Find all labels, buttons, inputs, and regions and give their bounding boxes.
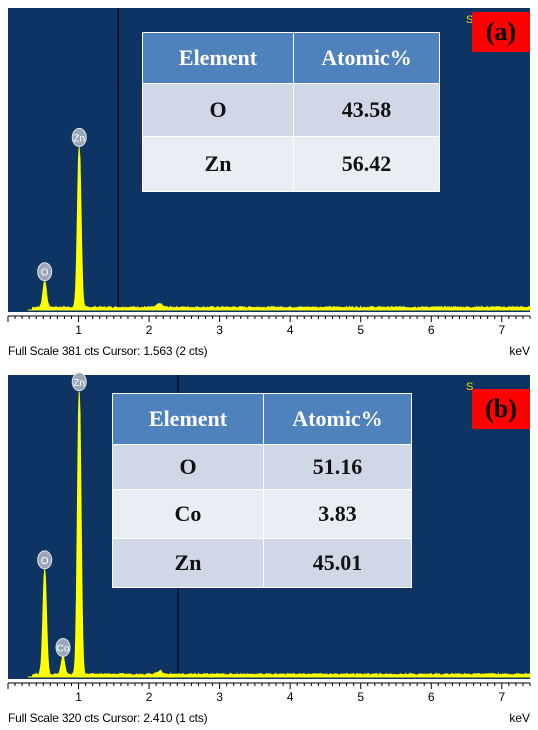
peak-label-o: O (37, 550, 53, 570)
x-tick-label: 7 (498, 690, 505, 704)
element-cell: O (112, 444, 264, 490)
atomic-cell: 51.16 (263, 444, 412, 490)
x-tick-label: 1 (75, 690, 82, 704)
composition-table-a: Element Atomic% O 43.58 Zn 56.42 (142, 32, 440, 192)
table-row: Zn 45.01 (112, 538, 412, 588)
panel-label-a: (a) (472, 12, 530, 52)
atomic-cell: 56.42 (293, 136, 440, 192)
atomic-cell: 45.01 (263, 538, 412, 588)
peak-label-text: Zn (73, 133, 85, 144)
table-row: O 51.16 (112, 444, 412, 490)
peak-label-text: O (41, 556, 49, 567)
x-tick-label: 5 (357, 690, 364, 704)
element-cell: O (142, 83, 294, 137)
table-row: Zn 56.42 (142, 136, 440, 192)
x-unit-label-a: keV (509, 344, 530, 358)
x-tick-label: 4 (287, 690, 294, 704)
table-row: Co 3.83 (112, 489, 412, 539)
element-cell: Co (112, 489, 264, 539)
x-tick-label: 6 (428, 690, 435, 704)
atomic-cell: 3.83 (263, 489, 412, 539)
x-tick-label: 3 (216, 323, 223, 337)
peak-label-o: O (37, 262, 53, 282)
spectrum-panel-a: O Zn 1 2 3 4 5 6 7 S (a) Element Atomic% O 43.58… (0, 0, 538, 362)
panel-label-b: (b) (472, 389, 530, 429)
footer-status-a: Full Scale 381 cts Cursor: 1.563 (2 cts) (8, 344, 208, 358)
x-tick-label: 6 (428, 323, 435, 337)
spectrum-series (27, 391, 531, 678)
x-tick-label: 5 (357, 323, 364, 337)
table-row: O 43.58 (142, 83, 440, 137)
x-tick-label: 1 (75, 323, 82, 337)
header-element: Element (112, 393, 264, 445)
spectrum-series (27, 146, 531, 311)
header-element: Element (142, 32, 294, 84)
x-unit-label-b: keV (509, 711, 530, 725)
peak-label-text: Co (57, 643, 70, 654)
peak-label-co: Co (55, 637, 71, 657)
spectrum-panel-b: O Co Zn 1 2 3 4 5 6 7 S (b) Element Atomic% O 51.… (0, 367, 538, 729)
x-tick-label: 4 (287, 323, 294, 337)
peak-label-zn: Zn (71, 372, 87, 392)
composition-table-b: Element Atomic% O 51.16 Co 3.83 Zn 45.01 (112, 393, 412, 588)
peak-label-text: O (41, 268, 49, 279)
s-marker-b: S (466, 381, 474, 393)
s-marker-a: S (466, 14, 474, 26)
atomic-cell: 43.58 (293, 83, 440, 137)
peak-label-text: Zn (73, 378, 85, 389)
x-tick-label: 3 (216, 690, 223, 704)
x-tick-label: 2 (146, 323, 153, 337)
footer-status-b: Full Scale 320 cts Cursor: 2.410 (1 cts) (8, 711, 208, 725)
element-cell: Zn (142, 136, 294, 192)
element-cell: Zn (112, 538, 264, 588)
x-tick-label: 7 (498, 323, 505, 337)
header-atomic: Atomic% (293, 32, 440, 84)
peak-label-zn: Zn (71, 127, 87, 147)
x-tick-label: 2 (146, 690, 153, 704)
header-atomic: Atomic% (263, 393, 412, 445)
